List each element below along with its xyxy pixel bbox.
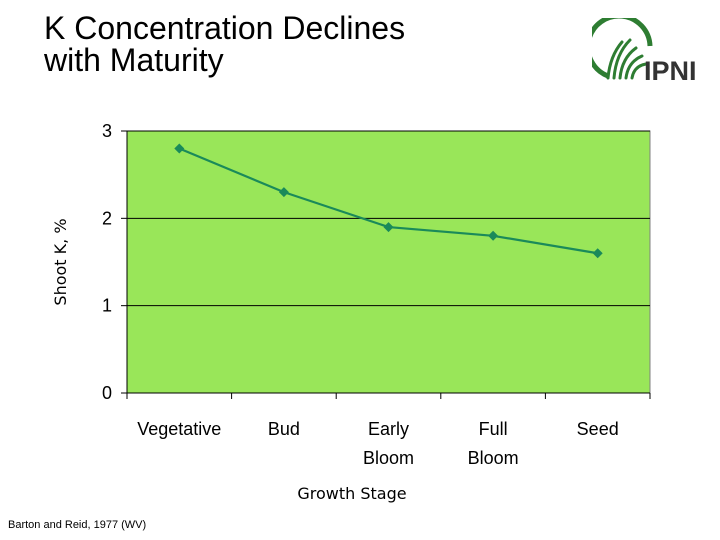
logo-text: IPNI — [644, 56, 697, 86]
x-category-label: Seed — [577, 419, 619, 439]
series-layer — [174, 143, 603, 259]
data-point-marker — [592, 248, 603, 259]
ipni-logo-graphic: IPNI — [585, 13, 697, 86]
x-category-label: Vegetative — [137, 419, 221, 439]
y-tick-label: 1 — [102, 296, 112, 316]
slide-title-line-2: with Maturity — [44, 42, 224, 78]
y-axis-ticks: 0 1 2 3 — [102, 121, 127, 403]
axes — [126, 131, 650, 394]
data-point-marker — [174, 143, 185, 154]
x-category-label: Full Bloom — [468, 419, 519, 468]
y-tick-label: 0 — [102, 383, 112, 403]
slide-title: K Concentration Declines with Maturity — [44, 12, 405, 76]
x-axis-ticks: Vegetative Bud Early Bloom Full Bloom Seed — [126, 393, 651, 468]
y-tick-label: 2 — [102, 208, 112, 228]
gridlines — [127, 130, 650, 307]
x-axis-title: Growth Stage — [297, 484, 406, 503]
ipni-logo: IPNI — [585, 13, 712, 88]
logo-grass-icon — [606, 38, 648, 80]
x-category-label: Early Bloom — [363, 419, 414, 468]
data-point-marker — [278, 187, 289, 198]
y-tick-label: 3 — [102, 121, 112, 141]
y-axis-title: Shoot K, % — [51, 218, 70, 305]
data-point-marker — [488, 230, 499, 241]
logo-ring-icon — [585, 13, 653, 79]
slide-title-line-1: K Concentration Declines — [44, 10, 406, 46]
x-category-label: Bud — [268, 419, 300, 439]
source-note: Barton and Reid, 1977 (WV) — [8, 519, 147, 531]
data-point-marker — [383, 222, 394, 233]
plot-area — [126, 130, 651, 394]
